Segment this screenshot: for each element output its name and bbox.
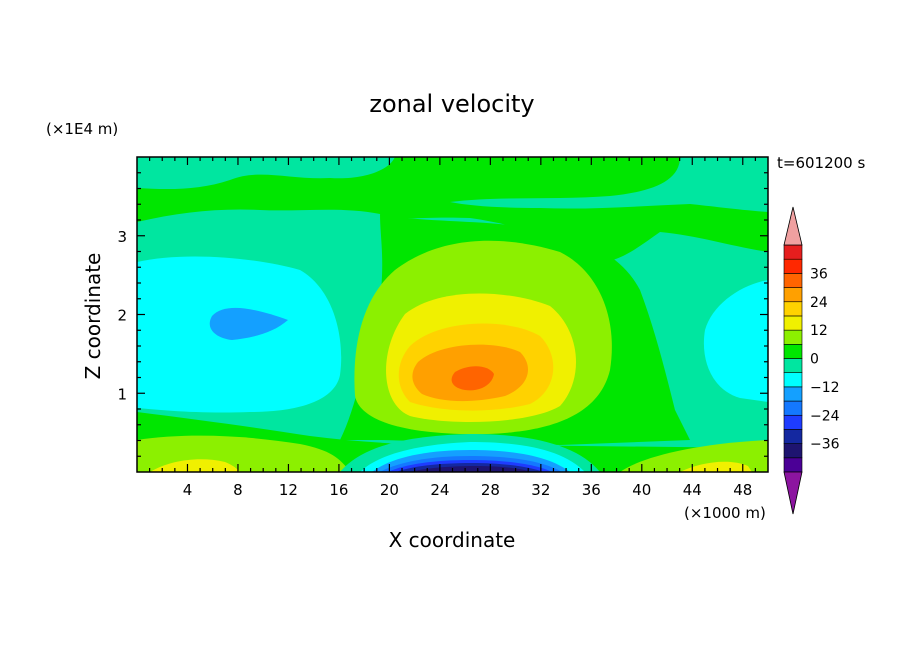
x-ticks: 4 8 12 16 20 24 28 32 36 40 44 48 (149, 157, 756, 499)
contour-lower-yellow-right (680, 461, 752, 472)
colorbar-swatch (783, 315, 803, 331)
colorbar-swatch (783, 344, 803, 359)
colorbar-swatch (783, 386, 803, 402)
time-label: t=601200 s (777, 154, 865, 172)
contour-upper-teal-right (450, 157, 768, 212)
contour-left-blue (209, 307, 288, 340)
x-tick-label: 40 (632, 481, 651, 499)
y-axis-label: Z coordinate (81, 253, 105, 380)
chart-title: zonal velocity (369, 90, 534, 118)
y-tick-label: 3 (117, 228, 127, 246)
contour-upper-teal (137, 157, 395, 190)
colorbar-swatch (783, 273, 803, 288)
colorbar-tick-label: 36 (810, 266, 828, 282)
colorbar-swatch (783, 457, 803, 473)
x-tick-label: 36 (582, 481, 601, 499)
colorbar: 36 24 12 0 −12 −24 −36 (783, 206, 840, 515)
contour-lower-yellow-left (150, 459, 240, 472)
colorbar-swatch (783, 372, 803, 388)
contour-neg-blue5 (410, 466, 532, 472)
colorbar-tick-label: −36 (810, 437, 840, 453)
colorbar-swatch (783, 329, 803, 345)
colorbar-tick-label: 0 (810, 352, 819, 368)
y-tick-label: 2 (117, 307, 127, 325)
x-tick-label: 44 (683, 481, 702, 499)
x-tick-label: 4 (183, 481, 193, 499)
y-units-label: (×1E4 m) (46, 120, 118, 138)
x-units-label: (×1000 m) (684, 504, 766, 522)
x-tick-label: 48 (733, 481, 752, 499)
colorbar-over-triangle (783, 206, 803, 246)
colorbar-tick-label: −12 (810, 380, 840, 396)
x-tick-label: 32 (531, 481, 550, 499)
x-tick-label: 20 (380, 481, 399, 499)
colorbar-swatch (783, 301, 803, 317)
colorbar-swatch (783, 429, 803, 444)
contour-upper-green (137, 157, 768, 262)
colorbar-swatch (783, 358, 803, 373)
x-tick-label: 28 (481, 481, 500, 499)
contour-right-cyan (703, 280, 768, 402)
colorbar-tick-label: 12 (810, 323, 828, 339)
x-tick-label: 24 (430, 481, 449, 499)
colorbar-swatch (783, 400, 803, 416)
x-tick-label: 16 (329, 481, 348, 499)
colorbar-swatch (783, 443, 803, 459)
y-ticks: 1 2 3 (117, 172, 768, 457)
colorbar-under-triangle (783, 471, 803, 515)
colorbar-swatch (783, 258, 803, 274)
x-tick-label: 12 (279, 481, 298, 499)
contour-field (137, 157, 768, 472)
x-axis-label: X coordinate (389, 528, 516, 552)
colorbar-swatch (783, 287, 803, 303)
colorbar-tick-label: 24 (810, 295, 828, 311)
contour-dark-orange (451, 366, 494, 391)
colorbar-swatch (783, 414, 803, 430)
colorbar-swatch (783, 244, 803, 260)
y-tick-label: 1 (117, 385, 127, 403)
x-tick-label: 8 (233, 481, 243, 499)
colorbar-tick-label: −24 (810, 408, 840, 424)
